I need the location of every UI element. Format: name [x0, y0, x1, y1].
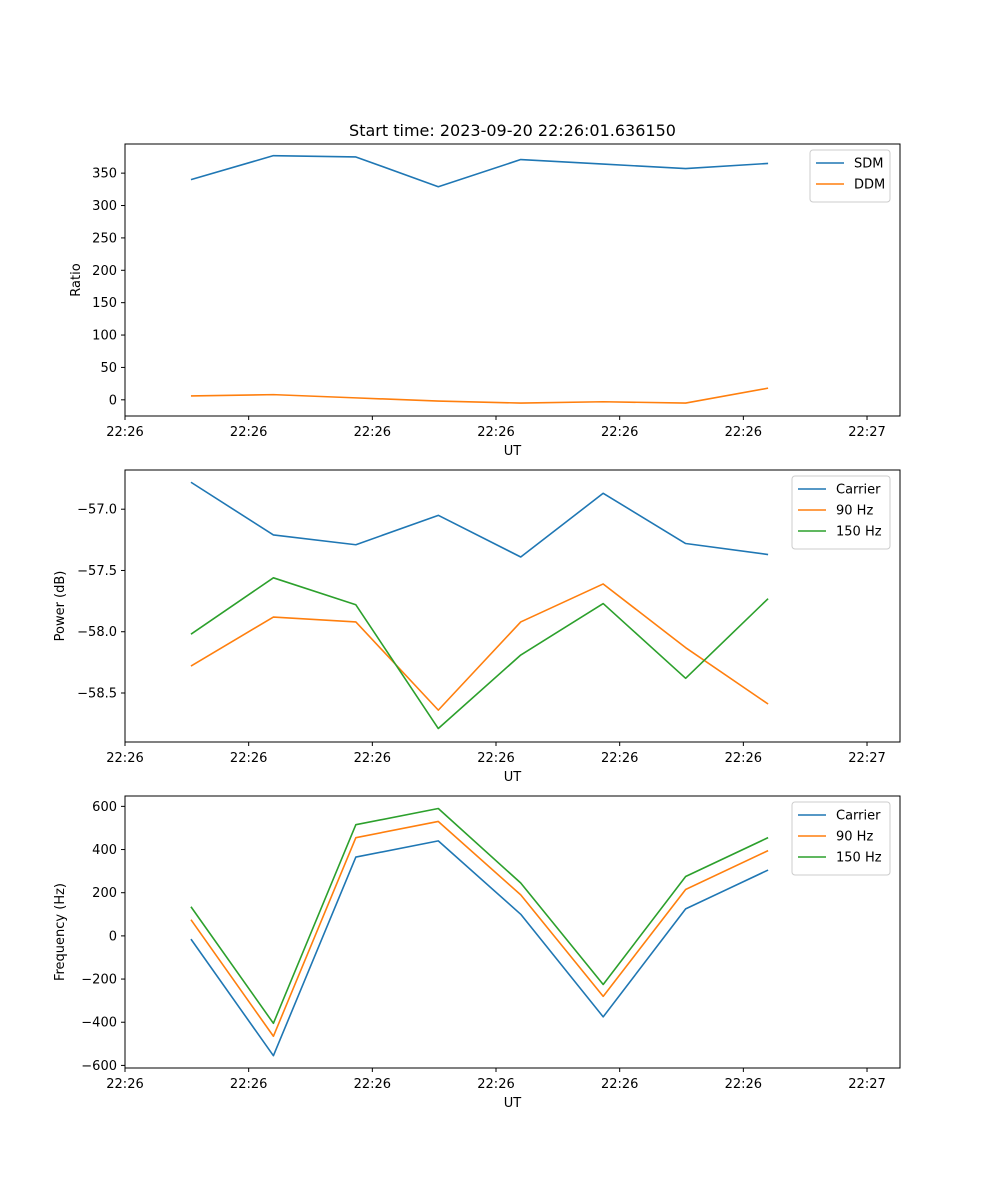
y-axis-label: Frequency (Hz) [53, 883, 68, 981]
y-axis-label: Ratio [69, 263, 84, 296]
x-axis-label: UT [504, 770, 522, 785]
y-tick-label: −600 [81, 1059, 117, 1074]
y-tick-label: −400 [81, 1016, 117, 1031]
legend-label: Carrier [836, 483, 881, 498]
x-tick-label: 22:26 [477, 1077, 514, 1092]
y-tick-label: −58.0 [77, 625, 117, 640]
y-tick-label: 50 [100, 361, 117, 376]
series-line-carrier [190, 840, 769, 1057]
y-tick-label: 200 [92, 264, 117, 279]
y-tick-label: 0 [109, 929, 117, 944]
y-tick-label: 150 [92, 296, 117, 311]
legend-label: Carrier [836, 809, 881, 824]
series-line-carrier [190, 481, 769, 558]
y-tick-label: −58.5 [77, 686, 117, 701]
x-tick-label: 22:26 [230, 1077, 267, 1092]
x-tick-label: 22:26 [230, 751, 267, 766]
x-tick-label: 22:26 [725, 1077, 762, 1092]
chart-title: Start time: 2023-09-20 22:26:01.636150 [349, 121, 676, 140]
axes-frame [124, 143, 901, 417]
series-line-150-hz [190, 577, 769, 730]
series-line-sdm [190, 154, 769, 188]
x-tick-label: 22:26 [106, 425, 143, 440]
x-tick-label: 22:26 [601, 1077, 638, 1092]
x-tick-label: 22:26 [230, 425, 267, 440]
y-tick-label: −57.5 [77, 564, 117, 579]
y-tick-label: 100 [92, 329, 117, 344]
x-tick-label: 22:26 [725, 425, 762, 440]
y-tick-label: −200 [81, 973, 117, 988]
y-tick-label: 400 [92, 843, 117, 858]
legend-label: DDM [854, 178, 885, 193]
y-tick-label: 300 [92, 199, 117, 214]
subplot-3: −600 −400 −200 0 200 400 600 22:26 22:26 22:26 22:… [53, 795, 901, 1111]
y-tick-label: 200 [92, 886, 117, 901]
legend-label: 90 Hz [836, 504, 873, 519]
legend: SDM DDM [809, 149, 891, 203]
axes-frame [124, 795, 901, 1069]
axes-frame [124, 469, 901, 743]
series-line-150-hz [190, 807, 769, 1025]
y-axis-label: Power (dB) [53, 571, 68, 642]
legend-label: 150 Hz [836, 851, 882, 866]
y-tick-label: 0 [109, 393, 117, 408]
series-line-ddm [190, 387, 769, 404]
x-tick-label: 22:26 [601, 425, 638, 440]
legend-label: 150 Hz [836, 525, 882, 540]
legend: Carrier 90 Hz 150 Hz [791, 801, 891, 876]
x-tick-label: 22:27 [848, 751, 885, 766]
x-tick-label: 22:26 [354, 425, 391, 440]
x-tick-label: 22:26 [354, 1077, 391, 1092]
x-tick-label: 22:27 [848, 425, 885, 440]
y-tick-label: 600 [92, 800, 117, 815]
y-tick-label: 350 [92, 167, 117, 182]
legend: Carrier 90 Hz 150 Hz [791, 475, 891, 550]
legend-label: 90 Hz [836, 830, 873, 845]
series-line-90-hz [190, 583, 769, 711]
x-tick-label: 22:26 [477, 751, 514, 766]
x-tick-label: 22:26 [354, 751, 391, 766]
x-tick-label: 22:26 [106, 751, 143, 766]
x-tick-label: 22:26 [725, 751, 762, 766]
subplot-2: −58.5 −58.0 −57.5 −57.0 22:26 22:26 22:26 22:26… [53, 469, 901, 785]
y-tick-label: 250 [92, 231, 117, 246]
series-line-90-hz [190, 820, 769, 1038]
x-tick-label: 22:27 [848, 1077, 885, 1092]
x-axis-label: UT [504, 444, 522, 459]
x-tick-label: 22:26 [106, 1077, 143, 1092]
subplot-1: 0 50 100 150 200 250 300 350 22:26 22:26 22:26 22:2… [69, 143, 901, 459]
x-tick-label: 22:26 [601, 751, 638, 766]
y-tick-label: −57.0 [77, 503, 117, 518]
x-axis-label: UT [504, 1096, 522, 1111]
x-tick-label: 22:26 [477, 425, 514, 440]
legend-label: SDM [854, 157, 883, 172]
